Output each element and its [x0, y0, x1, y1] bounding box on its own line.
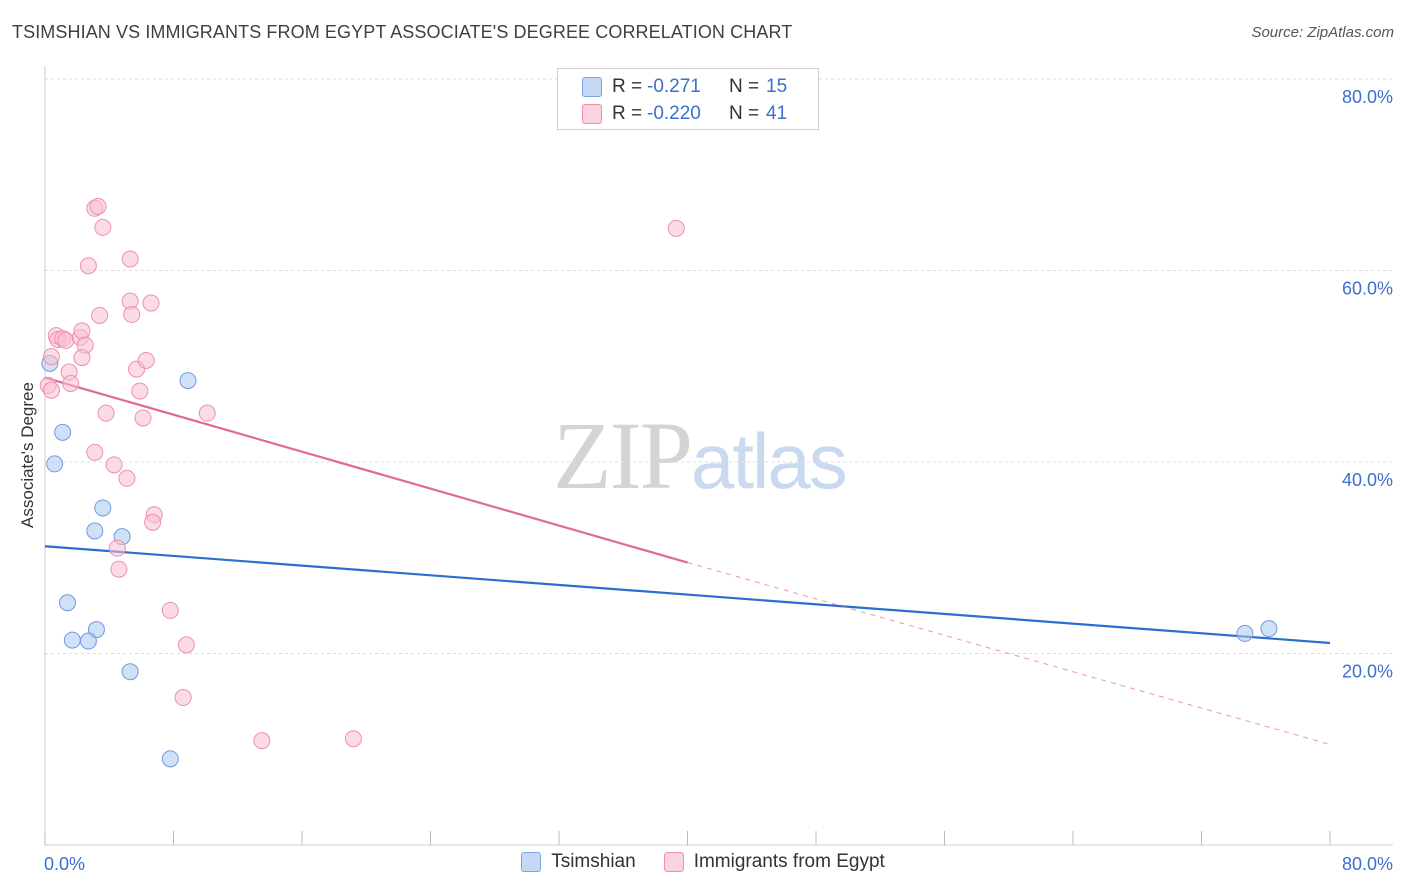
point-egypt [174, 689, 192, 707]
axes [44, 66, 1393, 846]
point-egypt [118, 469, 136, 487]
watermark-zip: ZIP [553, 402, 693, 509]
point-egypt [123, 306, 141, 324]
point-egypt [62, 374, 80, 392]
chart-title: TSIMSHIAN VS IMMIGRANTS FROM EGYPT ASSOC… [12, 22, 793, 42]
point-egypt [73, 349, 91, 367]
source-credit: Source: ZipAtlas.com [1251, 24, 1394, 41]
point-egypt [86, 443, 104, 461]
y-tick-label: 20.0% [1342, 662, 1393, 682]
legend-item-egypt[interactable]: Immigrants from Egypt [663, 851, 885, 873]
zipatlas-watermark: ZIPatlas [553, 400, 848, 511]
point-egypt [121, 250, 139, 268]
legend-r-label: R = [612, 76, 643, 97]
legend-swatch-tsimshian [582, 77, 602, 97]
trend-line-1 [44, 376, 688, 564]
point-egypt [97, 404, 115, 422]
legend-label-egypt: Immigrants from Egypt [693, 851, 885, 872]
y-axis-label: Associate's Degree [18, 382, 37, 528]
point-tsimshian [87, 621, 105, 639]
y-tick-label: 80.0% [1342, 87, 1393, 107]
y-tick-label: 60.0% [1342, 279, 1393, 299]
point-egypt [177, 636, 195, 654]
legend-r-value: -0.220 [647, 103, 701, 124]
legend-swatch-tsimshian [521, 852, 542, 872]
point-egypt [667, 219, 685, 237]
point-tsimshian [46, 455, 64, 473]
point-egypt [94, 218, 112, 236]
legend-n-value: 41 [766, 103, 788, 124]
point-egypt [105, 456, 123, 474]
legend-row-egypt: R = -0.220 N = 41 [582, 101, 787, 127]
point-egypt [137, 352, 155, 370]
correlation-legend: R = -0.271 N = 15 R = -0.220 N = 41 [557, 68, 819, 130]
point-egypt [144, 513, 162, 531]
point-tsimshian [121, 663, 139, 681]
point-egypt [344, 730, 362, 748]
point-egypt [79, 257, 97, 275]
legend-item-tsimshian[interactable]: Tsimshian [521, 851, 636, 873]
legend-n-value: 15 [766, 76, 788, 97]
gridlines [45, 78, 1393, 654]
data-points [39, 197, 1278, 768]
point-egypt [108, 539, 126, 557]
legend-r-value: -0.271 [647, 76, 701, 97]
point-tsimshian [79, 632, 97, 650]
point-egypt [110, 560, 128, 578]
legend-swatch-egypt [663, 852, 684, 872]
point-egypt [253, 732, 271, 750]
point-tsimshian [1260, 620, 1278, 638]
legend-label-tsimshian: Tsimshian [551, 851, 636, 872]
point-tsimshian [63, 631, 81, 649]
point-egypt [131, 382, 149, 400]
point-tsimshian [161, 750, 179, 768]
point-egypt [91, 307, 109, 325]
point-egypt [42, 381, 60, 399]
point-egypt [142, 294, 160, 312]
point-tsimshian [94, 499, 112, 517]
legend-row-tsimshian: R = -0.271 N = 15 [582, 74, 787, 100]
point-egypt [161, 601, 179, 619]
point-egypt [73, 322, 91, 340]
point-egypt [57, 331, 75, 349]
trend-line-0 [44, 545, 1331, 645]
point-egypt [89, 197, 107, 215]
point-egypt [198, 404, 216, 422]
trend-lines [44, 376, 1331, 745]
legend-r-label: R = [612, 103, 643, 124]
watermark-atlas: atlas [691, 417, 848, 505]
point-tsimshian [179, 372, 197, 390]
point-tsimshian [58, 594, 76, 612]
legend-n-label: N = [729, 103, 760, 124]
point-tsimshian [1236, 624, 1254, 642]
point-tsimshian [54, 423, 72, 441]
point-tsimshian [86, 522, 104, 540]
x-tick-label: 80.0% [1342, 854, 1393, 874]
x-tick-label: 0.0% [44, 854, 85, 874]
legend-swatch-egypt [582, 104, 602, 124]
trend-line-extension-1 [687, 562, 1331, 745]
y-tick-label: 40.0% [1342, 470, 1393, 490]
point-egypt [134, 409, 152, 427]
point-egypt [42, 348, 60, 366]
tick-labels: 20.0% 40.0% 60.0% 80.0% 0.0% 80.0% [44, 87, 1393, 874]
legend-n-label: N = [729, 76, 760, 97]
series-legend: Tsimshian Immigrants from Egypt [0, 851, 1406, 873]
